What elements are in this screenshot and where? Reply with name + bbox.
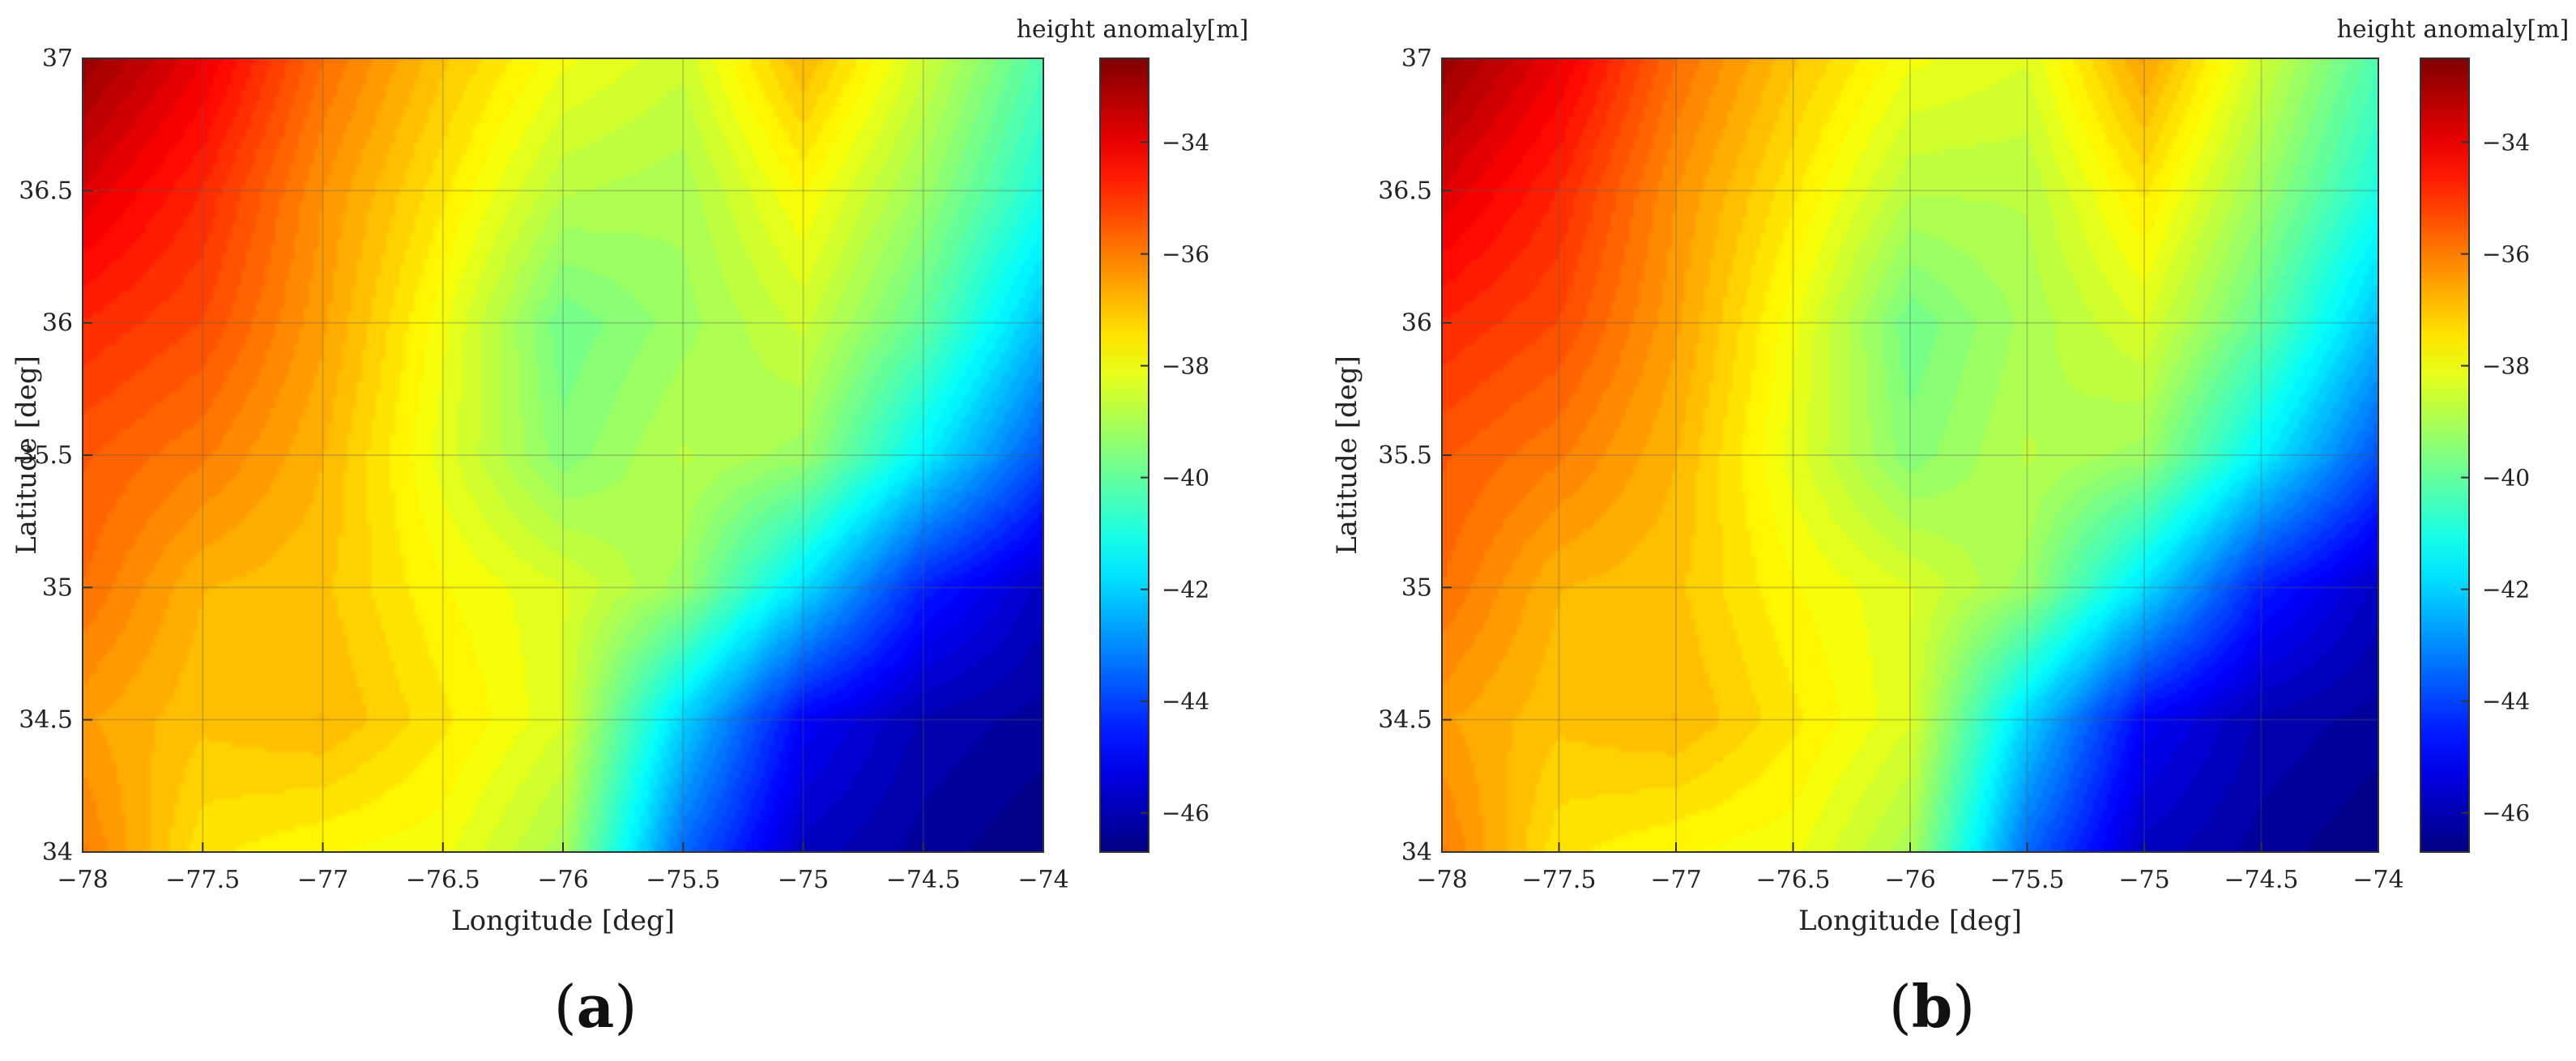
panel-label-b: (b) xyxy=(1888,972,1976,1041)
y-tick-label: 34 xyxy=(42,838,73,867)
colorbar-b xyxy=(2420,58,2470,853)
x-tick-label: −77 xyxy=(1650,866,1701,894)
y-tick-label: 37 xyxy=(1401,45,1432,73)
y-tick-label: 36 xyxy=(42,309,73,338)
y-tick-label: 35 xyxy=(42,573,73,602)
x-tick-label: −76.5 xyxy=(406,866,480,894)
chart-panel-b: −78 −77.5 −77 −76.5 −76 −75.5 −75 −74.5 −74 37 36.… xyxy=(1320,0,2576,1061)
x-tick-label: −77.5 xyxy=(1522,866,1597,894)
y-tick-label: 36.5 xyxy=(19,177,73,205)
colorbar-tick-label: −36 xyxy=(1162,241,1209,268)
colorbar-tick-label: −36 xyxy=(2482,241,2530,268)
heatmap-chart-b: −78 −77.5 −77 −76.5 −76 −75.5 −75 −74.5 −74 37 36.… xyxy=(1331,15,2570,937)
x-tick-label: −75.5 xyxy=(646,866,720,894)
y-tick-label: 34.5 xyxy=(19,706,73,735)
colorbar-tick-label: −34 xyxy=(1162,130,1209,156)
panel-label-a: (a) xyxy=(553,972,638,1041)
heatmap-field-b xyxy=(1442,58,2378,852)
x-tick-label: −76 xyxy=(1884,866,1935,894)
colorbar-tick-label: −46 xyxy=(1162,800,1209,827)
x-tick-label: −76 xyxy=(537,866,588,894)
y-tick-label: 34.5 xyxy=(1378,706,1432,735)
y-tick-label: 34 xyxy=(1401,838,1432,867)
x-tick-label: −74.5 xyxy=(886,866,961,894)
x-tick-label: −75.5 xyxy=(1990,866,2065,894)
colorbar-title: height anomaly[m] xyxy=(2337,15,2570,44)
x-axis-label: Longitude [deg] xyxy=(451,905,675,937)
y-tick-label: 36.5 xyxy=(1378,177,1432,205)
y-tick-label: 36 xyxy=(1401,309,1432,338)
chart-panel-a: −78 −77.5 −77 −76.5 −76 −75.5 −75 −74.5 −74 37 36.… xyxy=(11,15,1249,1041)
y-axis-label: Latitude [deg] xyxy=(11,356,43,555)
y-tick-label: 37 xyxy=(42,45,73,73)
y-tick-label: 35 xyxy=(1401,573,1432,602)
x-tick-label: −76.5 xyxy=(1756,866,1831,894)
colorbar-tick-label: −46 xyxy=(2482,800,2530,827)
x-tick-label: −78 xyxy=(1416,866,1467,894)
x-tick-label: −77 xyxy=(297,866,348,894)
y-tick-label: 35.5 xyxy=(1378,441,1432,470)
grid-a xyxy=(83,58,1043,852)
colorbar-tick-label: −40 xyxy=(2482,465,2530,492)
heatmap-field-a xyxy=(83,58,1043,852)
x-tick-label: −74.5 xyxy=(2224,866,2299,894)
y-axis-label: Latitude [deg] xyxy=(1331,356,1363,555)
colorbar-tick-label: −44 xyxy=(2482,688,2530,715)
colorbar-tick-label: −34 xyxy=(2482,130,2530,156)
x-tick-label: −74 xyxy=(1017,866,1068,894)
colorbar-tick-label: −42 xyxy=(2482,577,2530,603)
colorbar-tick-label: −42 xyxy=(1162,577,1209,603)
x-tick-label: −77.5 xyxy=(165,866,240,894)
colorbar-tick-label: −40 xyxy=(1162,465,1209,492)
x-axis-label: Longitude [deg] xyxy=(1798,905,2022,937)
x-tick-label: −78 xyxy=(57,866,108,894)
colorbar-title: height anomaly[m] xyxy=(1017,15,1249,44)
grid-b xyxy=(1442,58,2378,852)
colorbar-tick-label: −44 xyxy=(1162,688,1209,715)
heatmap-chart-a: −78 −77.5 −77 −76.5 −76 −75.5 −75 −74.5 −74 37 36.… xyxy=(11,15,1249,937)
y-tick-label: 35.5 xyxy=(19,441,73,470)
x-tick-label: −75 xyxy=(2118,866,2169,894)
x-tick-label: −74 xyxy=(2352,866,2403,894)
x-tick-label: −75 xyxy=(778,866,829,894)
colorbar-tick-label: −38 xyxy=(2482,353,2530,380)
colorbar-a xyxy=(1099,58,1149,853)
colorbar-tick-label: −38 xyxy=(1162,353,1209,380)
